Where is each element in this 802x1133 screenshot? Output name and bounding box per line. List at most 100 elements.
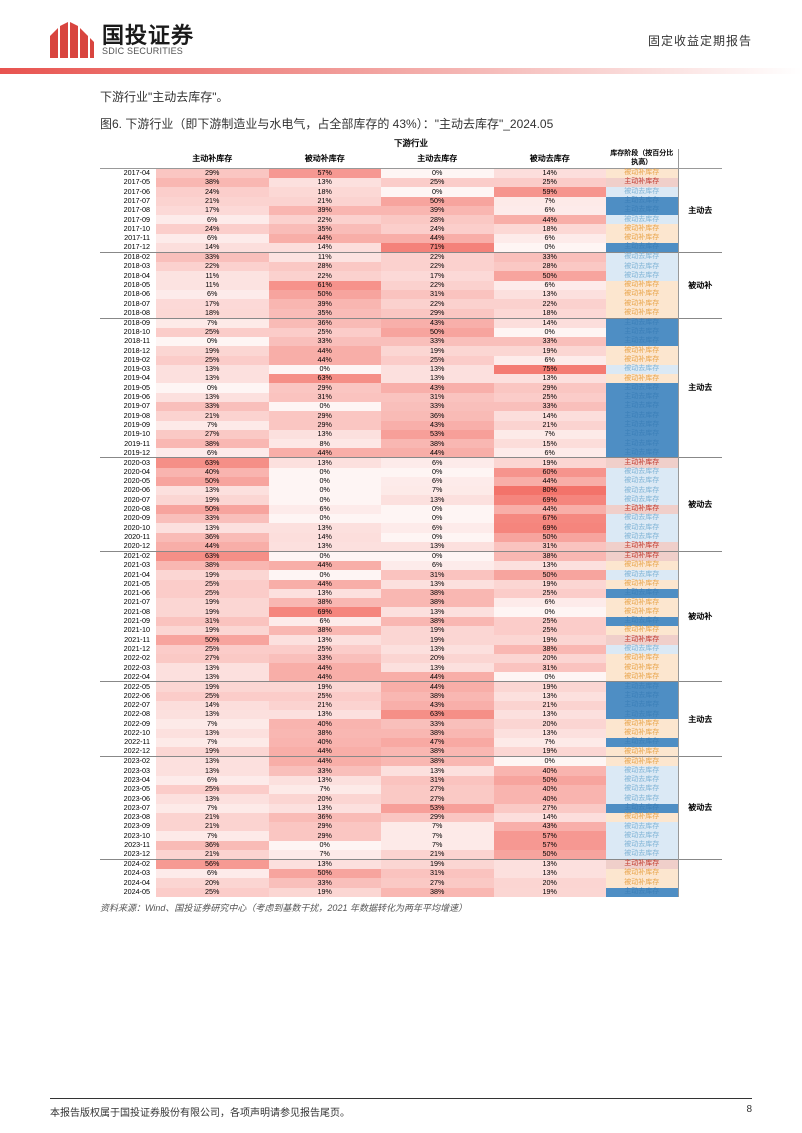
table-row: 2021-1019%38%19%25%被动补库存	[100, 626, 722, 635]
heat-cell: 13%	[494, 290, 607, 299]
phase-cell: 被动补库存	[606, 663, 678, 672]
figure-caption: 图6. 下游行业（即下游制造业与水电气，占全部库存的 43%）："主动去库存"_…	[100, 115, 722, 132]
heat-cell: 19%	[156, 598, 269, 607]
table-row: 2018-066%50%31%13%被动补库存	[100, 290, 722, 299]
phase-cell: 被动去库存	[606, 468, 678, 477]
heat-cell: 13%	[494, 561, 607, 570]
table-row: 2024-0525%19%38%19%主动去库存	[100, 888, 722, 897]
phase-cell: 被动补库存	[606, 580, 678, 589]
table-row: 2017-0429%57%0%14%被动补库存主动去	[100, 168, 722, 178]
heat-cell: 35%	[269, 309, 382, 319]
phase-cell: 主动去库存	[606, 888, 678, 897]
footer-divider	[50, 1098, 752, 1099]
table-row: 2018-0511%61%22%6%被动补库存	[100, 281, 722, 290]
phase-cell: 被动补库存	[606, 224, 678, 233]
table-row: 2020-1244%13%13%31%主动补库存	[100, 542, 722, 552]
heat-cell: 53%	[381, 430, 494, 439]
heat-cell: 71%	[381, 243, 494, 253]
date-cell: 2022-02	[100, 654, 156, 663]
table-row: 2022-0413%44%44%0%被动补库存	[100, 672, 722, 682]
page-number: 8	[746, 1104, 752, 1119]
heat-cell: 44%	[381, 448, 494, 458]
table-row: 2022-0313%44%13%31%被动补库存	[100, 663, 722, 672]
heat-cell: 7%	[494, 430, 607, 439]
phase-cell: 被动去库存	[606, 776, 678, 785]
phase-cell: 主动去库存	[606, 439, 678, 448]
date-cell: 2024-03	[100, 869, 156, 878]
phase-cell: 主动去库存	[606, 411, 678, 420]
heat-cell: 14%	[269, 243, 382, 253]
heat-cell: 44%	[269, 561, 382, 570]
date-cell: 2017-08	[100, 206, 156, 215]
phase-cell: 主动去库存	[606, 617, 678, 626]
phase-cell: 主动去库存	[606, 318, 678, 328]
phase-cell: 被动去库存	[606, 486, 678, 495]
phase-cell: 被动补库存	[606, 719, 678, 728]
table-row: 2022-1013%38%38%13%被动补库存	[100, 729, 722, 738]
heat-cell: 33%	[156, 514, 269, 523]
heat-cell: 33%	[381, 337, 494, 346]
table-row: 2021-0525%44%13%19%被动补库存	[100, 580, 722, 589]
heat-cell: 7%	[381, 486, 494, 495]
heat-cell: 0%	[269, 402, 382, 411]
phase-cell: 被动补库存	[606, 290, 678, 299]
table-row: 2023-1221%7%21%50%被动去库存	[100, 850, 722, 860]
table-row: 2020-0613%0%7%80%被动去库存	[100, 486, 722, 495]
date-cell: 2022-04	[100, 672, 156, 682]
lead-text: 下游行业"主动去库存"。	[100, 88, 722, 105]
phase-cell: 主动补库存	[606, 178, 678, 187]
group-label-cell: 被动去	[678, 757, 722, 860]
table-row: 2020-1136%14%0%50%被动去库存	[100, 533, 722, 542]
date-cell: 2018-08	[100, 309, 156, 319]
date-cell: 2020-09	[100, 514, 156, 523]
phase-cell: 主动去库存	[606, 197, 678, 206]
heat-cell: 44%	[269, 747, 382, 757]
table-row: 2019-0313%0%13%75%被动去库存	[100, 365, 722, 374]
heatmap-table: 下游行业 主动补库存被动补库存主动去库存被动去库存库存阶段（按百分比执高）201…	[100, 138, 722, 897]
heat-cell: 38%	[381, 888, 494, 897]
heat-cell: 25%	[381, 178, 494, 187]
heat-cell: 22%	[156, 262, 269, 271]
table-row: 2022-1219%44%38%19%被动补库存	[100, 747, 722, 757]
phase-cell: 主动去库存	[606, 738, 678, 747]
heat-cell: 25%	[494, 178, 607, 187]
phase-cell: 被动去库存	[606, 533, 678, 542]
table-row: 2020-0933%0%0%67%被动去库存	[100, 514, 722, 523]
heat-cell: 6%	[156, 869, 269, 878]
phase-cell: 主动去库存	[606, 243, 678, 253]
col-header: 被动去库存	[494, 149, 607, 168]
table-row: 2023-0213%44%38%0%被动补库存被动去	[100, 757, 722, 767]
date-cell: 2020-06	[100, 486, 156, 495]
table-row: 2020-1013%13%6%69%被动去库存	[100, 523, 722, 532]
phase-cell: 被动补库存	[606, 561, 678, 570]
date-cell: 2023-09	[100, 822, 156, 831]
phase-cell: 被动补库存	[606, 374, 678, 383]
date-cell: 2021-07	[100, 598, 156, 607]
col-header: 主动去库存	[381, 149, 494, 168]
heat-cell: 13%	[494, 710, 607, 719]
table-top-header: 下游行业	[100, 138, 722, 149]
table-row: 2024-036%50%31%13%被动补库存	[100, 869, 722, 878]
table-row: 2020-0550%0%6%44%被动去库存	[100, 477, 722, 486]
heat-cell: 19%	[156, 626, 269, 635]
phase-cell: 被动去库存	[606, 850, 678, 860]
phase-cell: 被动补库存	[606, 168, 678, 178]
heat-cell: 0%	[156, 337, 269, 346]
phase-cell: 主动补库存	[606, 542, 678, 552]
phase-cell: 主动去库存	[606, 692, 678, 701]
page-header: 国投证券 SDIC SECURITIES 固定收益定期报告	[0, 0, 802, 68]
heat-cell: 33%	[494, 402, 607, 411]
heat-cell: 33%	[269, 654, 382, 663]
heat-cell: 27%	[381, 785, 494, 794]
phase-cell: 被动补库存	[606, 672, 678, 682]
date-cell: 2024-05	[100, 888, 156, 897]
heat-cell: 38%	[156, 561, 269, 570]
phase-cell: 被动补库存	[606, 234, 678, 243]
heat-cell: 38%	[269, 598, 382, 607]
phase-cell: 被动去库存	[606, 794, 678, 803]
heat-cell: 13%	[381, 374, 494, 383]
heat-cell: 13%	[269, 178, 382, 187]
table-row: 2018-0233%11%22%33%被动去库存被动补	[100, 253, 722, 263]
group-label-cell	[678, 860, 722, 897]
phase-cell: 被动去库存	[606, 365, 678, 374]
